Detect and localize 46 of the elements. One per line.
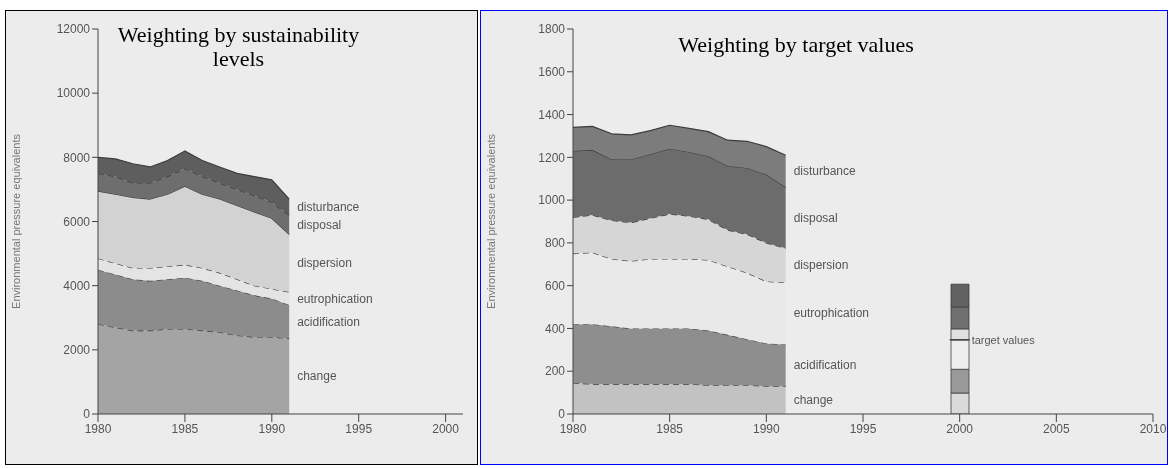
y-tick-label: 6000 (63, 214, 91, 229)
series-label: disturbance (793, 164, 857, 179)
series-label: eutrophication (793, 306, 870, 321)
x-tick-label: 1980 (84, 421, 112, 436)
x-tick-label: 2005 (1042, 421, 1070, 436)
y-tick-label: 12000 (56, 22, 91, 37)
y-tick-label: 1400 (538, 107, 566, 122)
y-tick-label: 600 (544, 278, 566, 293)
y-tick-label: 800 (544, 236, 566, 251)
x-tick-label: 1990 (258, 421, 286, 436)
y-tick-label: 400 (544, 321, 566, 336)
series-label: disturbance (297, 200, 360, 215)
series-label: acidification (297, 314, 360, 329)
x-tick-label: 1985 (656, 421, 684, 436)
y-tick-label: 1000 (538, 193, 566, 208)
x-tick-label: 1990 (752, 421, 780, 436)
series-label: change (793, 393, 834, 408)
y-tick-label: 10000 (56, 86, 91, 101)
y-tick-label: 0 (83, 407, 91, 422)
x-tick-label: 1995 (849, 421, 877, 436)
series-label: disposal (297, 217, 342, 232)
x-tick-label: 1985 (171, 421, 199, 436)
y-tick-label: 2000 (63, 343, 91, 358)
chart-title: Weighting by target values (677, 32, 915, 57)
y-tick-label: 1800 (538, 22, 566, 37)
annotation: target values (971, 333, 1036, 346)
y-tick-label: 4000 (63, 278, 91, 293)
x-tick-label: 1995 (345, 421, 373, 436)
series-label: acidification (793, 358, 857, 373)
series-label: disposal (793, 210, 838, 225)
x-tick-label: 2010 (1139, 421, 1167, 436)
series-label: change (297, 369, 337, 384)
x-tick-label: 2000 (432, 421, 460, 436)
chart-title: Weighting by sustainability levels (116, 22, 361, 71)
x-tick-label: 2000 (946, 421, 974, 436)
y-tick-label: 1600 (538, 65, 566, 80)
x-tick-label: 1980 (559, 421, 587, 436)
series-label: dispersion (297, 256, 352, 271)
y-tick-label: 0 (558, 407, 566, 422)
series-label: eutrophication (297, 291, 373, 306)
series-label: dispersion (793, 258, 849, 273)
y-axis-title: Environmental pressure equivalents (484, 133, 497, 309)
y-tick-label: 8000 (63, 150, 91, 165)
y-tick-label: 1200 (538, 150, 566, 165)
y-axis-title: Environmental pressure equivalents (9, 133, 22, 309)
y-tick-label: 200 (544, 364, 566, 379)
